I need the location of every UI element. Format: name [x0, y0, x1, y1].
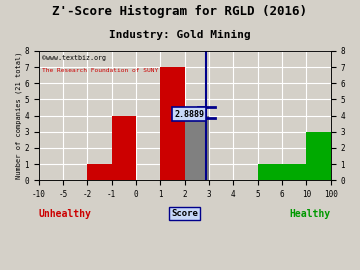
Text: The Research Foundation of SUNY: The Research Foundation of SUNY — [41, 68, 158, 73]
Text: Industry: Gold Mining: Industry: Gold Mining — [109, 30, 251, 40]
Bar — [258, 164, 282, 180]
Bar — [87, 164, 112, 180]
Bar — [282, 164, 306, 180]
Bar — [306, 132, 330, 180]
Text: Unhealthy: Unhealthy — [39, 209, 91, 219]
Text: Z'-Score Histogram for RGLD (2016): Z'-Score Histogram for RGLD (2016) — [53, 5, 307, 18]
Y-axis label: Number of companies (21 total): Number of companies (21 total) — [15, 52, 22, 179]
Bar — [185, 116, 209, 180]
Text: Healthy: Healthy — [289, 209, 330, 219]
Text: ©www.textbiz.org: ©www.textbiz.org — [41, 55, 105, 61]
Bar — [112, 116, 136, 180]
Text: 2.8889: 2.8889 — [174, 110, 204, 119]
Bar — [160, 67, 185, 180]
Text: Score: Score — [171, 209, 198, 218]
